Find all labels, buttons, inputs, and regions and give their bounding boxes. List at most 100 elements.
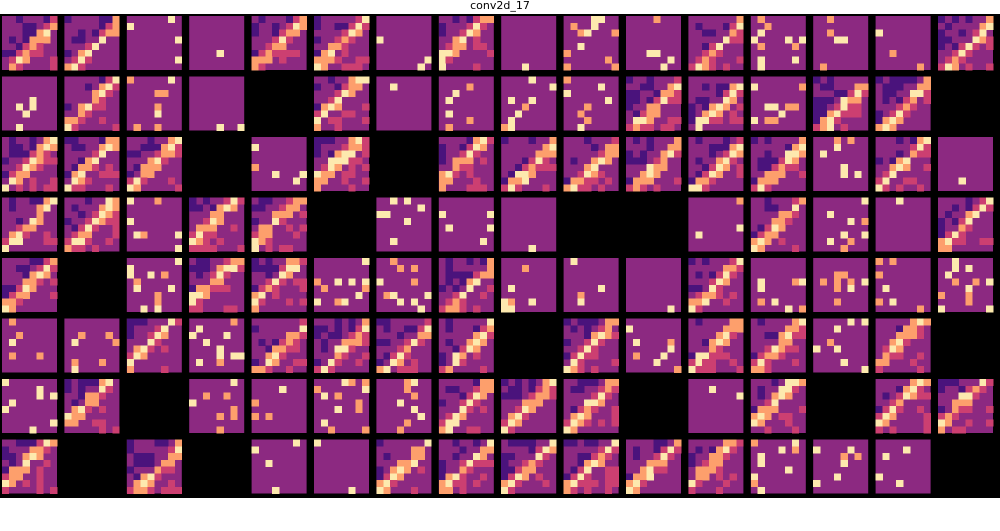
activation-cell	[438, 365, 446, 373]
activation-cell	[577, 406, 585, 414]
activation-cell	[29, 285, 37, 293]
activation-cell	[223, 332, 231, 340]
activation-cell	[15, 332, 23, 340]
activation-cell	[438, 56, 446, 64]
activation-cell	[112, 16, 120, 24]
activation-cell	[445, 412, 453, 420]
activation-cell	[71, 184, 79, 192]
activation-cell	[833, 117, 841, 125]
activation-cell	[376, 338, 384, 346]
activation-cell	[909, 96, 918, 104]
activation-cell	[508, 453, 516, 461]
activation-cell	[71, 224, 79, 232]
activation-cell	[29, 164, 37, 172]
activation-cell	[43, 137, 51, 145]
activation-cell	[168, 486, 176, 494]
activation-cell	[334, 43, 342, 51]
activation-cell	[91, 419, 100, 427]
activation-cell	[632, 480, 641, 488]
activation-cell	[798, 83, 807, 91]
activation-cell	[715, 352, 724, 360]
activation-cell	[438, 486, 446, 494]
activation-cell	[91, 103, 100, 111]
activation-cell	[209, 231, 217, 239]
activation-cell	[376, 486, 384, 494]
activation-cell	[445, 385, 453, 393]
activation-cell	[50, 63, 58, 71]
activation-cell	[355, 16, 363, 24]
activation-cell	[466, 184, 474, 192]
activation-cell	[958, 406, 966, 414]
activation-cell	[424, 439, 432, 447]
activation-cell	[196, 298, 204, 306]
activation-cell	[549, 385, 557, 393]
activation-cell	[126, 264, 134, 272]
activation-cell	[473, 459, 481, 467]
activation-cell	[688, 352, 696, 360]
activation-cell	[383, 486, 391, 494]
activation-cell	[570, 412, 578, 420]
activation-cell	[736, 137, 744, 145]
activation-cell	[584, 399, 592, 407]
activation-cell	[938, 385, 946, 393]
activation-cell	[78, 392, 86, 400]
feature-map-tile-3-2	[126, 197, 183, 252]
activation-cell	[958, 49, 966, 57]
activation-cell	[591, 164, 599, 172]
activation-cell	[660, 466, 668, 474]
activation-cell	[965, 285, 973, 293]
activation-cell	[480, 332, 488, 340]
activation-cell	[757, 16, 765, 24]
activation-cell	[299, 278, 307, 286]
activation-cell	[833, 143, 841, 151]
activation-cell	[604, 392, 613, 400]
activation-cell	[36, 164, 44, 172]
activation-cell	[604, 473, 613, 481]
activation-cell	[452, 352, 460, 360]
activation-cell	[334, 318, 342, 326]
activation-cell	[611, 385, 619, 393]
activation-cell	[43, 157, 51, 165]
activation-cell	[771, 379, 779, 387]
activation-cell	[383, 338, 391, 346]
activation-cell	[798, 137, 807, 145]
activation-cell	[709, 285, 717, 293]
activation-cell	[285, 29, 294, 37]
activation-cell	[265, 352, 273, 360]
activation-cell	[8, 36, 17, 44]
tile-background	[314, 439, 369, 494]
activation-cell	[327, 150, 335, 158]
activation-cell	[896, 406, 904, 414]
activation-cell	[923, 137, 931, 145]
activation-cell	[820, 96, 828, 104]
activation-cell	[466, 157, 474, 165]
feature-map-tile-1-1	[64, 76, 120, 131]
activation-cell	[875, 110, 883, 118]
activation-cell	[480, 379, 488, 387]
activation-cell	[667, 150, 675, 158]
activation-cell	[729, 318, 737, 326]
activation-cell	[473, 379, 481, 387]
activation-cell	[466, 83, 474, 91]
activation-cell	[314, 16, 322, 24]
activation-cell	[154, 103, 162, 111]
activation-cell	[417, 325, 425, 333]
activation-cell	[154, 338, 162, 346]
activation-cell	[348, 36, 356, 44]
activation-cell	[71, 123, 79, 131]
activation-cell	[688, 486, 696, 494]
activation-cell	[22, 150, 30, 158]
activation-cell	[653, 446, 661, 454]
activation-cell	[896, 480, 904, 488]
activation-cell	[314, 150, 322, 158]
activation-cell	[397, 426, 405, 434]
activation-cell	[577, 379, 585, 387]
activation-cell	[189, 231, 197, 239]
activation-cell	[715, 486, 724, 494]
activation-cell	[729, 96, 737, 104]
activation-cell	[653, 157, 661, 165]
activation-cell	[202, 217, 211, 225]
activation-cell	[938, 217, 946, 225]
activation-cell	[736, 56, 744, 64]
activation-cell	[445, 110, 453, 118]
